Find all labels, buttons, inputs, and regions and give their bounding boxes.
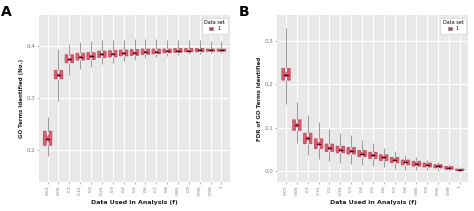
Polygon shape (401, 160, 410, 165)
Polygon shape (217, 49, 226, 51)
Polygon shape (76, 53, 84, 60)
Polygon shape (325, 144, 334, 151)
Polygon shape (55, 70, 63, 79)
Polygon shape (163, 49, 171, 53)
Polygon shape (98, 51, 106, 57)
Polygon shape (185, 49, 193, 52)
Polygon shape (141, 49, 149, 54)
Legend: 1: 1 (440, 18, 466, 34)
Polygon shape (119, 50, 128, 56)
Polygon shape (434, 165, 442, 168)
Text: A: A (1, 5, 11, 19)
Polygon shape (152, 49, 160, 54)
Polygon shape (380, 155, 388, 161)
Polygon shape (369, 152, 377, 158)
Polygon shape (206, 49, 215, 51)
X-axis label: Data Used in Analysis (f): Data Used in Analysis (f) (91, 200, 178, 206)
Y-axis label: FDR of GO Terms Identified: FDR of GO Terms Identified (257, 56, 262, 141)
Polygon shape (304, 133, 312, 144)
Polygon shape (358, 151, 366, 157)
Polygon shape (282, 68, 290, 80)
Polygon shape (347, 147, 356, 154)
Polygon shape (293, 120, 301, 130)
Polygon shape (109, 51, 117, 57)
Polygon shape (456, 169, 464, 170)
Polygon shape (174, 49, 182, 52)
Polygon shape (336, 146, 345, 153)
Y-axis label: GO Terms Identified (No.): GO Terms Identified (No.) (19, 59, 24, 138)
Polygon shape (314, 139, 323, 148)
X-axis label: Data Used in Analysis (f): Data Used in Analysis (f) (329, 200, 416, 206)
Text: B: B (239, 5, 250, 19)
Polygon shape (130, 50, 138, 55)
Legend: 1: 1 (202, 18, 228, 34)
Polygon shape (44, 131, 52, 145)
Polygon shape (445, 166, 453, 169)
Polygon shape (87, 53, 95, 60)
Polygon shape (412, 161, 420, 166)
Polygon shape (196, 49, 204, 52)
Polygon shape (65, 55, 73, 63)
Polygon shape (423, 163, 431, 167)
Polygon shape (391, 157, 399, 163)
